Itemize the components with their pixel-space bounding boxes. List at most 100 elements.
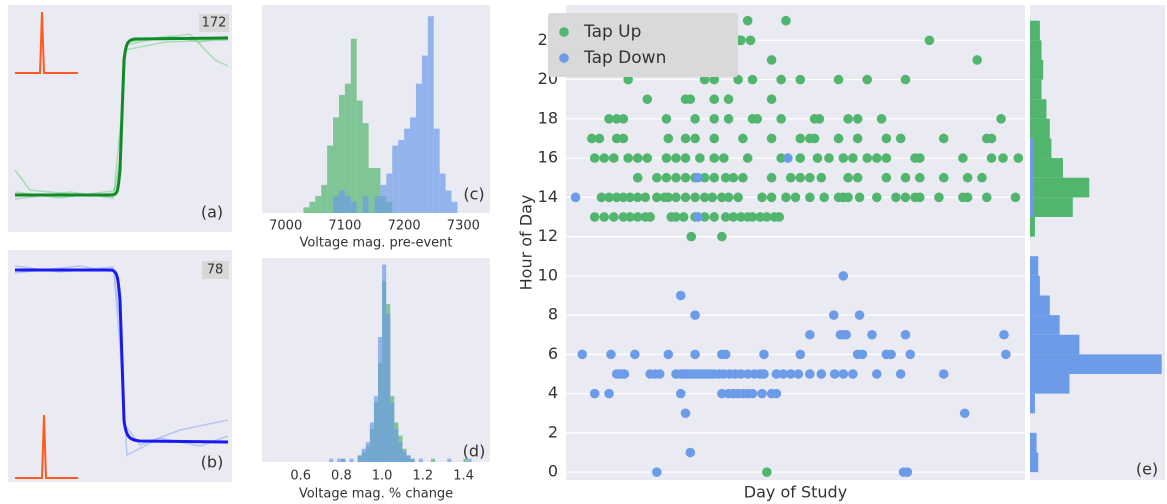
scatter-point [871, 153, 882, 163]
y-tick-label: 4 [548, 383, 558, 402]
scatter-point [723, 192, 734, 203]
scatter-point [589, 388, 600, 399]
histogram-bar [404, 128, 411, 213]
count-label: 78 [207, 263, 224, 278]
panel-b-background [8, 250, 232, 482]
scatter-point [999, 329, 1009, 340]
scatter-point [852, 172, 863, 183]
scatter-point [611, 133, 622, 144]
scatter-point [733, 192, 743, 203]
scatter-point [709, 172, 720, 183]
legend-label: Tap Up [583, 22, 641, 42]
scatter-point [814, 114, 825, 124]
scatter-point [867, 329, 877, 340]
scatter-point [805, 369, 815, 379]
scatter-point [793, 369, 804, 379]
scatter-point [709, 153, 720, 163]
scatter-point [709, 114, 720, 124]
scatter-point [680, 133, 691, 144]
trace [14, 39, 229, 197]
scatter-point [661, 114, 672, 124]
histogram-bar [433, 128, 440, 213]
scatter-point [742, 369, 753, 379]
count-box [199, 14, 229, 32]
scatter-point [895, 133, 906, 144]
scatter-point [886, 349, 896, 360]
y-tick-label: 12 [538, 226, 558, 245]
histogram-bar [349, 458, 354, 462]
histogram-bar [341, 458, 346, 462]
histogram-bar [1030, 256, 1039, 276]
x-tick-label: 0.6 [290, 469, 311, 484]
scatter-point [686, 231, 697, 242]
histogram-bar [430, 458, 436, 462]
histogram-bar [357, 455, 362, 462]
histogram-bar [394, 429, 399, 462]
scatter-point [709, 94, 720, 105]
scatter-point [774, 212, 785, 222]
scatter-point [690, 192, 700, 203]
histogram-bar [327, 145, 334, 213]
scatter-point [678, 212, 689, 222]
scatter-point [623, 153, 633, 163]
histogram-bar [386, 173, 393, 213]
scatter-point [709, 74, 720, 85]
scatter-point [776, 114, 786, 124]
histogram-bar [1030, 275, 1040, 296]
scatter-point [728, 172, 739, 183]
scatter-point [604, 114, 614, 124]
scatter-point [805, 329, 815, 340]
scatter-point [736, 35, 746, 46]
impulse-icon [15, 414, 78, 479]
histogram-bar [1030, 216, 1035, 237]
scatter-point [663, 133, 674, 144]
scatter-point [699, 172, 710, 183]
scatter-point [762, 467, 772, 477]
scatter-point [625, 212, 635, 222]
scatter-point [938, 369, 949, 379]
scatter-point [854, 310, 865, 320]
scatter-point [609, 212, 619, 222]
scatter-point [795, 153, 806, 163]
histogram-bar [1030, 40, 1042, 60]
panel-label: (e) [1136, 460, 1158, 479]
scatter-point [812, 153, 823, 163]
scatter-point [720, 212, 731, 222]
histogram-bar [374, 168, 381, 213]
histogram-bar [338, 190, 345, 213]
scatter-point [747, 212, 758, 222]
scatter-point [680, 153, 691, 163]
scatter-point [805, 172, 815, 183]
impulse-icon [15, 11, 78, 74]
legend-box [548, 13, 738, 77]
scatter-point [852, 114, 863, 124]
scatter-point [781, 15, 791, 26]
scatter-point [1013, 153, 1024, 163]
histogram-bar [329, 458, 334, 462]
scatter-point [596, 192, 607, 203]
histogram-bar [350, 201, 357, 213]
scatter-point [998, 153, 1008, 163]
scatter-point [962, 172, 973, 183]
scatter-point [693, 212, 703, 222]
scatter-point [680, 192, 691, 203]
scatter-point [766, 172, 777, 183]
scatter-point [733, 74, 743, 85]
histogram-bar [451, 201, 458, 213]
histogram-bar [1030, 158, 1034, 178]
scatter-point [738, 172, 748, 183]
scatter-point [707, 192, 718, 203]
scatter-point [717, 231, 727, 242]
scatter-point [809, 133, 820, 144]
histogram-bar [418, 458, 423, 462]
scatter-point [881, 172, 892, 183]
y-tick-label: 6 [548, 344, 558, 363]
scatter-point [833, 74, 844, 85]
scatter-point [661, 172, 672, 183]
histogram-bar [1030, 354, 1162, 375]
histogram-bar [362, 123, 369, 213]
x-tick-label: 1.0 [372, 469, 393, 484]
scatter-point [632, 153, 643, 163]
scatter-point [915, 192, 925, 203]
